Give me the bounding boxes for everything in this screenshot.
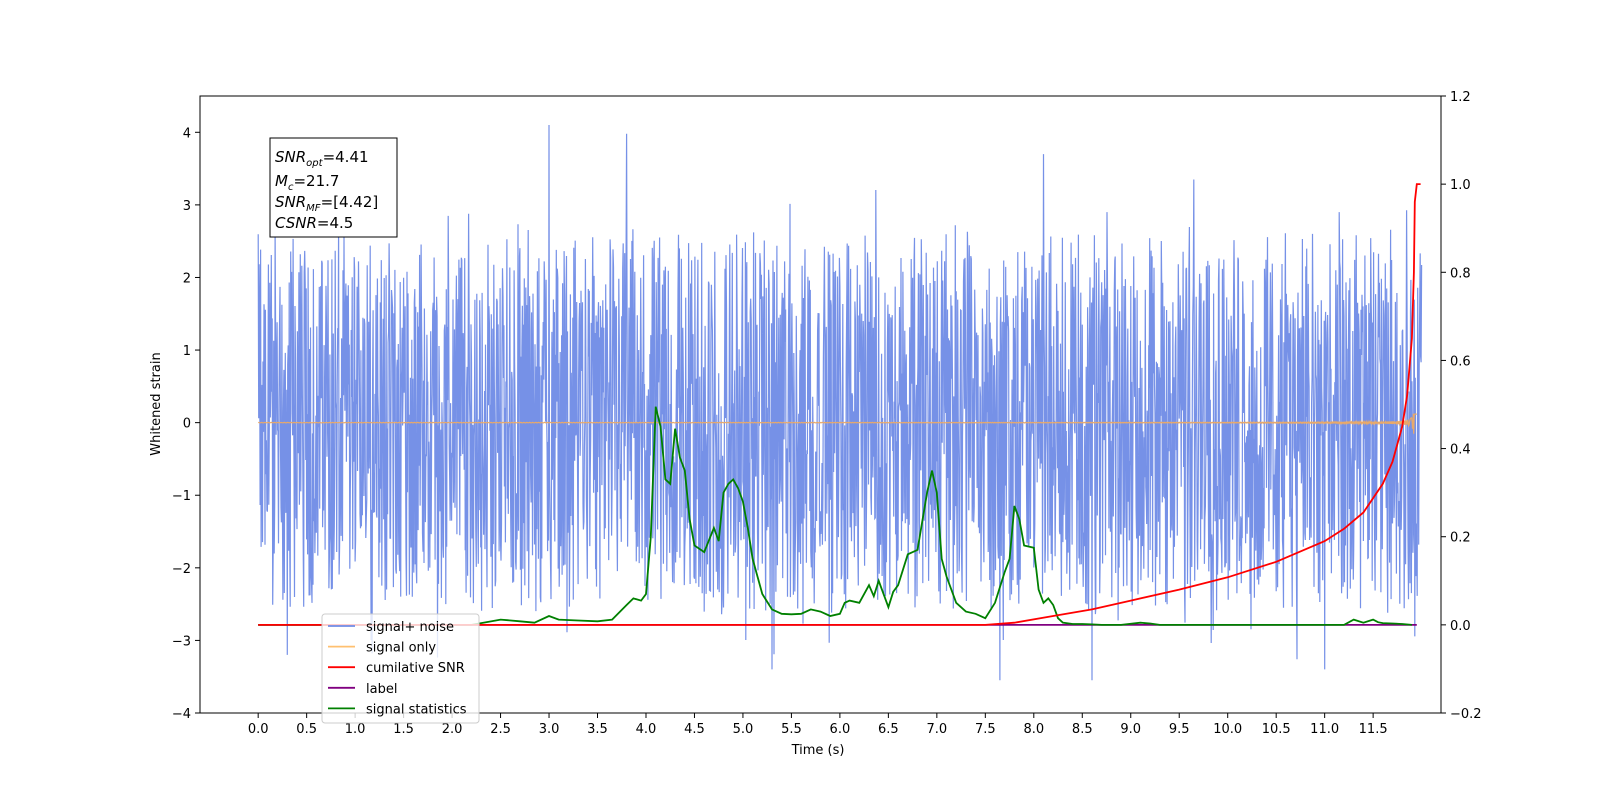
legend: signal+ noise signal only cumilative SNR la… <box>321 613 480 724</box>
x-axis: 0.0 0.5 1.0 1.5 2.0 2.5 3.0 3.5 4.0 4.5 5.0 5.5 6.0 6… <box>248 713 1388 737</box>
annotation-snr-mf: SNRMF=[4.42] <box>275 193 378 214</box>
x-tick-label: 10.5 <box>1262 722 1291 737</box>
legend-label: signal statistics <box>366 702 467 717</box>
legend-label: label <box>366 682 397 697</box>
y-tick-label-left: 4 <box>183 126 191 141</box>
series-cumulative-snr-line <box>258 183 1421 626</box>
y-tick-label-right: 0.4 <box>1450 443 1471 458</box>
x-tick-label: 9.5 <box>1169 722 1190 737</box>
legend-label: signal only <box>366 641 436 656</box>
y-tick-label-left: 2 <box>183 271 191 286</box>
annotation-box: SNRopt=4.41 Mc=21.7 SNRMF=[4.42] CSNR=4.… <box>269 137 398 238</box>
y-axis-right: 1.2 1.0 0.8 0.6 0.4 0.2 0.0 −0.2 <box>1441 90 1482 722</box>
y-tick-label-right: 0.6 <box>1450 354 1471 369</box>
y-tick-label-right: 0.2 <box>1450 531 1471 546</box>
x-tick-label: 8.0 <box>1023 722 1044 737</box>
annotation-mc-sub: c <box>288 182 294 193</box>
x-tick-label: 3.0 <box>539 722 560 737</box>
x-tick-label: 8.5 <box>1072 722 1093 737</box>
y-tick-label-right: 0.0 <box>1450 619 1471 634</box>
series-signal-statistics-line <box>258 406 1412 626</box>
x-tick-label: 4.5 <box>684 722 705 737</box>
series-signal-only-line <box>258 413 1417 434</box>
annotation-snr-opt: SNRopt=4.41 <box>275 148 369 169</box>
annotation-snr-mf-symbol: SNR <box>275 193 306 211</box>
y-tick-label-right: −0.2 <box>1450 707 1482 722</box>
y-tick-label-left: −3 <box>172 634 191 649</box>
x-tick-label: 0.0 <box>248 722 269 737</box>
x-tick-label: 11.5 <box>1359 722 1388 737</box>
annotation-mc: Mc=21.7 <box>275 172 339 193</box>
y-axis-left: 4 3 2 1 0 −1 −2 −3 −4 <box>172 126 200 722</box>
annotation-mc-symbol: M <box>275 172 288 190</box>
annotation-csnr: CSNR=4.5 <box>275 214 353 232</box>
y-tick-label-right: 1.2 <box>1450 90 1471 105</box>
annotation-snr-mf-value: =[4.42] <box>321 193 379 211</box>
annotation-csnr-value: =4.5 <box>317 214 353 232</box>
x-tick-label: 4.0 <box>636 722 657 737</box>
y-tick-label-left: −1 <box>172 489 191 504</box>
x-tick-label: 6.0 <box>830 722 851 737</box>
x-tick-label: 3.5 <box>587 722 608 737</box>
x-tick-label: 10.0 <box>1213 722 1242 737</box>
x-tick-label: 7.5 <box>975 722 996 737</box>
legend-label: cumilative SNR <box>366 661 465 676</box>
y-tick-label-right: 0.8 <box>1450 266 1471 281</box>
annotation-snr-opt-symbol: SNR <box>275 148 306 166</box>
y-tick-label-left: 0 <box>183 417 191 432</box>
x-tick-label: 1.5 <box>393 722 414 737</box>
annotation-snr-mf-sub: MF <box>306 203 321 214</box>
y-tick-label-left: −2 <box>172 562 191 577</box>
annotation-frame <box>269 137 398 238</box>
y-tick-label-left: 3 <box>183 199 191 214</box>
annotation-csnr-symbol: CSNR <box>275 214 317 232</box>
y-tick-label-right: 1.0 <box>1450 178 1471 193</box>
y-tick-label-left: 1 <box>183 344 191 359</box>
x-tick-label: 0.5 <box>296 722 317 737</box>
y-axis-label: Whitened strain <box>149 352 164 455</box>
series-signal-noise-line <box>257 124 1423 681</box>
x-tick-label: 7.0 <box>927 722 948 737</box>
annotation-mc-value: =21.7 <box>293 172 339 190</box>
x-tick-label: 5.5 <box>781 722 802 737</box>
x-tick-label: 11.0 <box>1310 722 1339 737</box>
axes-frame <box>199 95 1442 714</box>
y-tick-label-left: −4 <box>172 707 191 722</box>
annotation-snr-opt-sub: opt <box>306 158 323 169</box>
x-tick-label: 9.0 <box>1120 722 1141 737</box>
x-tick-label: 2.0 <box>442 722 463 737</box>
annotation-snr-opt-value: =4.41 <box>323 148 369 166</box>
x-tick-label: 1.0 <box>345 722 366 737</box>
x-tick-label: 5.0 <box>733 722 754 737</box>
x-tick-label: 6.5 <box>878 722 899 737</box>
x-tick-label: 2.5 <box>490 722 511 737</box>
legend-label: signal+ noise <box>366 620 454 635</box>
x-axis-label: Time (s) <box>791 743 845 758</box>
legend-frame <box>321 613 480 724</box>
